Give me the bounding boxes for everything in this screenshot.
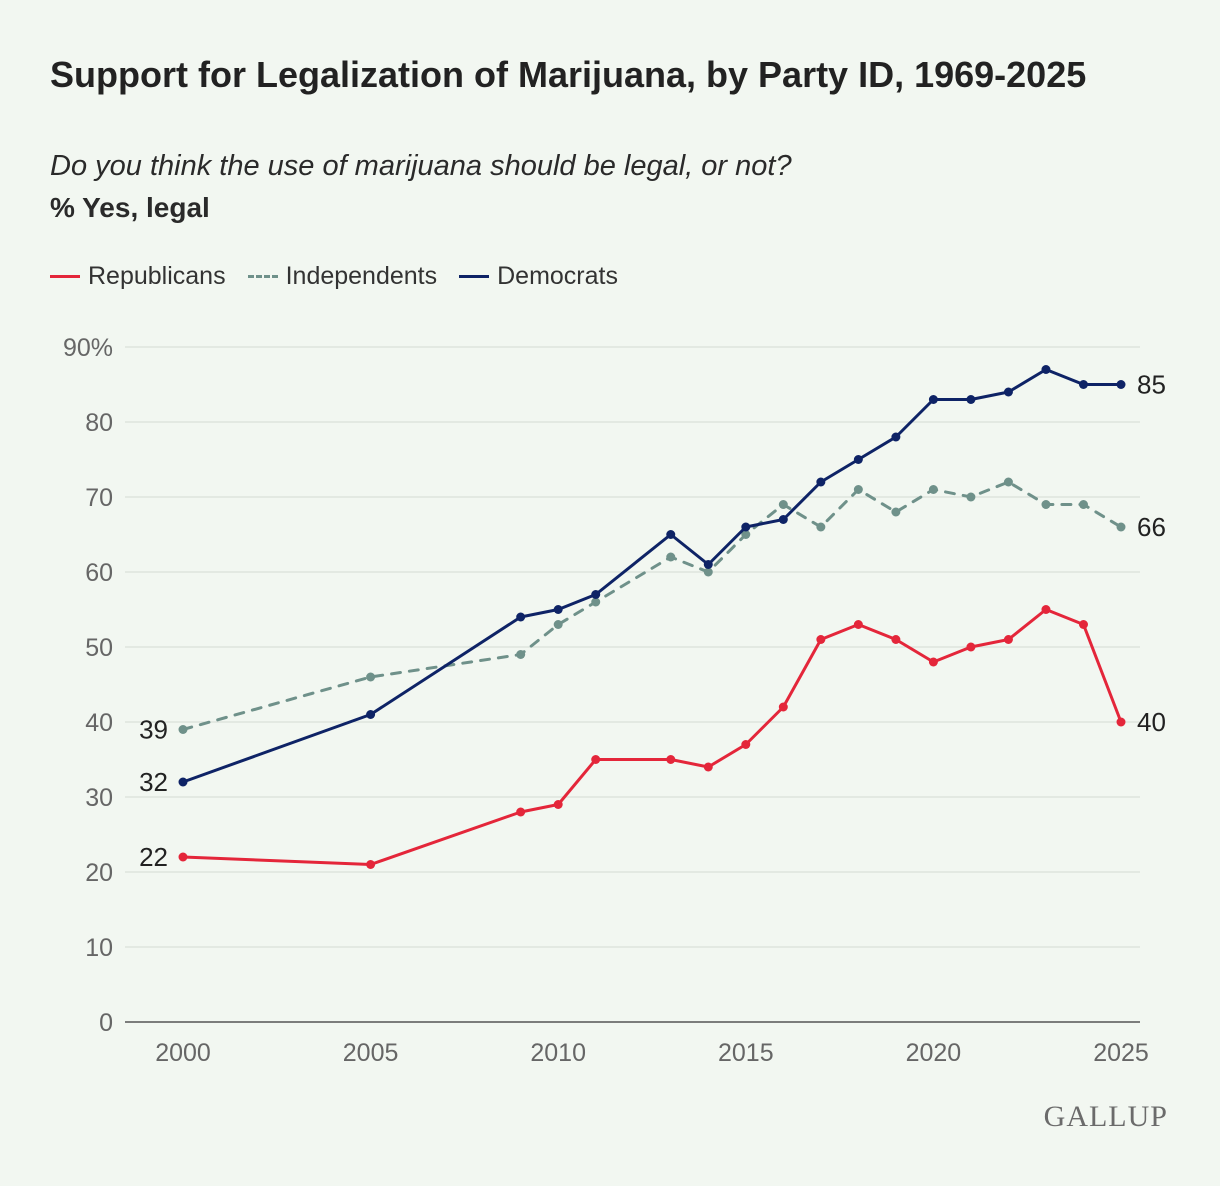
- data-point-republicans: [1041, 605, 1051, 614]
- data-point-democrats: [366, 710, 376, 719]
- data-point-democrats: [778, 515, 788, 524]
- y-tick-label: 60: [85, 559, 113, 587]
- data-point-republicans: [816, 635, 826, 644]
- data-point-republicans: [741, 740, 751, 749]
- data-point-democrats: [1116, 380, 1126, 389]
- legend-item-republicans: Republicans: [50, 262, 226, 291]
- data-point-republicans: [1003, 635, 1013, 644]
- x-tick-label: 2015: [718, 1039, 774, 1067]
- legend-label-republicans: Republicans: [88, 262, 226, 290]
- y-tick-label: 40: [85, 709, 113, 737]
- legend-swatch-democrats: [459, 275, 490, 278]
- data-point-democrats: [516, 612, 526, 622]
- data-point-republicans: [666, 755, 676, 764]
- gallup-logo: GALLUP: [1043, 1100, 1168, 1133]
- y-tick-label: 0: [99, 1009, 113, 1037]
- data-point-independents: [591, 597, 601, 607]
- data-point-republicans: [928, 657, 938, 667]
- data-point-republicans: [553, 800, 563, 809]
- data-point-independents: [1078, 500, 1088, 509]
- data-point-independents: [1041, 500, 1051, 509]
- legend-swatch-independents: [247, 275, 278, 278]
- data-point-democrats: [1041, 365, 1051, 374]
- legend: Republicans Independents Democrats: [50, 262, 640, 291]
- data-point-democrats: [178, 777, 188, 787]
- data-point-independents: [778, 500, 788, 509]
- legend-swatch-republicans: [50, 275, 80, 278]
- data-point-independents: [1116, 522, 1126, 532]
- legend-label-democrats: Democrats: [497, 262, 618, 290]
- series-line-independents: [181, 480, 1123, 731]
- data-point-republicans: [703, 762, 713, 772]
- x-tick-label: 2005: [343, 1039, 399, 1067]
- data-point-democrats: [703, 560, 713, 569]
- series-line-democrats: [181, 368, 1123, 784]
- data-point-democrats: [966, 395, 976, 404]
- y-tick-label: 10: [85, 934, 113, 962]
- chart-subtitle: Do you think the use of marijuana should…: [50, 150, 792, 182]
- y-tick-label: 80: [85, 409, 113, 437]
- data-point-independents: [703, 567, 713, 577]
- y-tick-label: 70: [85, 484, 113, 512]
- data-point-independents: [928, 485, 938, 494]
- data-point-democrats: [666, 530, 676, 539]
- start-label-independents: 39: [139, 715, 168, 745]
- y-tick-label: 90%: [63, 334, 113, 362]
- data-point-independents: [516, 650, 526, 659]
- data-point-independents: [178, 725, 188, 734]
- data-point-republicans: [778, 702, 788, 712]
- chart-measure-label: % Yes, legal: [50, 192, 210, 223]
- data-point-democrats: [816, 477, 826, 487]
- data-point-independents: [1003, 477, 1013, 487]
- chart-title: Support for Legalization of Marijuana, b…: [50, 54, 1087, 95]
- data-point-democrats: [1003, 387, 1013, 397]
- data-point-republicans: [1078, 620, 1088, 629]
- data-point-republicans: [1116, 717, 1126, 727]
- data-point-independents: [816, 522, 826, 532]
- y-tick-label: 30: [85, 784, 113, 812]
- data-point-republicans: [366, 860, 376, 869]
- x-tick-label: 2010: [530, 1039, 586, 1067]
- data-point-democrats: [591, 590, 601, 599]
- legend-item-democrats: Democrats: [459, 262, 618, 291]
- data-point-republicans: [178, 852, 188, 862]
- data-point-democrats: [891, 432, 901, 442]
- data-point-republicans: [966, 642, 976, 652]
- end-label-independents: 66: [1137, 512, 1166, 542]
- series-line-republicans: [181, 608, 1123, 866]
- data-point-republicans: [853, 620, 863, 629]
- data-point-independents: [366, 672, 376, 682]
- data-point-democrats: [853, 455, 863, 464]
- data-point-independents: [966, 492, 976, 502]
- data-point-democrats: [1078, 380, 1088, 389]
- data-point-democrats: [741, 522, 751, 532]
- x-tick-label: 2000: [155, 1039, 211, 1067]
- y-tick-label: 50: [85, 634, 113, 662]
- start-label-democrats: 32: [139, 767, 168, 797]
- data-point-independents: [853, 485, 863, 494]
- legend-item-independents: Independents: [247, 262, 438, 291]
- data-point-independents: [741, 530, 751, 539]
- data-point-independents: [553, 620, 563, 629]
- data-point-independents: [666, 552, 676, 562]
- start-label-republicans: 22: [139, 842, 168, 872]
- y-tick-label: 20: [85, 859, 113, 887]
- data-point-republicans: [891, 635, 901, 644]
- data-point-democrats: [928, 395, 938, 404]
- data-point-democrats: [553, 605, 563, 614]
- data-point-republicans: [516, 807, 526, 817]
- data-point-independents: [891, 507, 901, 517]
- end-label-democrats: 85: [1137, 370, 1166, 400]
- x-tick-label: 2020: [906, 1039, 962, 1067]
- legend-label-independents: Independents: [285, 262, 438, 290]
- data-point-republicans: [591, 755, 601, 764]
- x-tick-label: 2025: [1093, 1039, 1149, 1067]
- end-label-republicans: 40: [1137, 707, 1166, 737]
